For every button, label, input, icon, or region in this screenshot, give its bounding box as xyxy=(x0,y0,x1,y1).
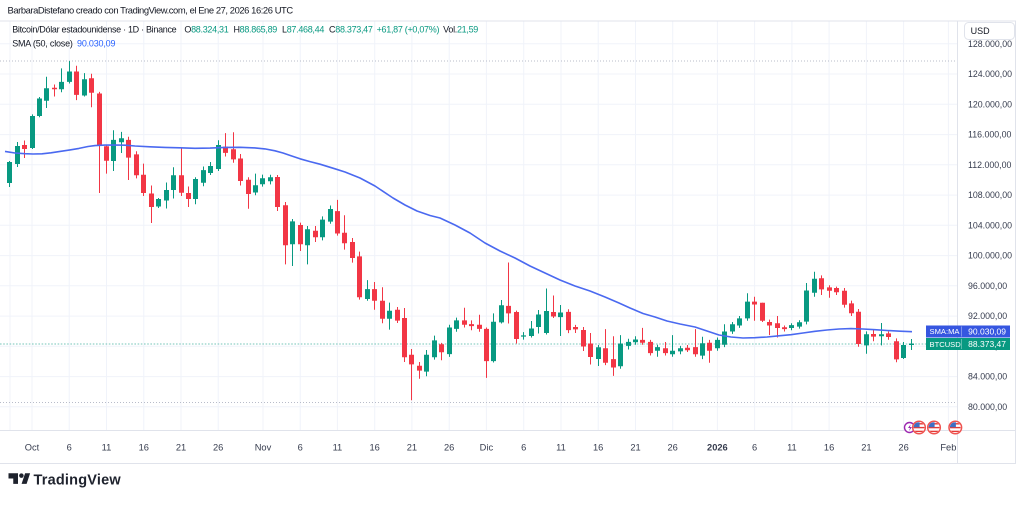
svg-text:90.030,09: 90.030,09 xyxy=(968,327,1006,337)
svg-text:128.000,00: 128.000,00 xyxy=(968,39,1012,49)
svg-text:TradingView: TradingView xyxy=(34,473,122,489)
svg-text:SMA (50, close) 90.030,09: SMA (50, close) 90.030,09 xyxy=(12,39,115,49)
svg-text:16: 16 xyxy=(370,443,380,453)
svg-text:16: 16 xyxy=(139,443,149,453)
svg-text:21: 21 xyxy=(407,443,417,453)
svg-text:26: 26 xyxy=(444,443,454,453)
svg-text:84.000,00: 84.000,00 xyxy=(968,372,1007,382)
svg-text:21: 21 xyxy=(176,443,186,453)
svg-text:6: 6 xyxy=(521,443,526,453)
svg-text:16: 16 xyxy=(593,443,603,453)
svg-text:100.000,00: 100.000,00 xyxy=(968,251,1012,261)
svg-text:104.000,00: 104.000,00 xyxy=(968,220,1012,230)
svg-text:Bitcoin/Dólar estadounidense ·: Bitcoin/Dólar estadounidense · 1D · Bina… xyxy=(12,25,478,35)
svg-text:96.000,00: 96.000,00 xyxy=(968,281,1007,291)
svg-text:11: 11 xyxy=(333,443,343,453)
svg-text:108.000,00: 108.000,00 xyxy=(968,190,1012,200)
svg-text:Dic: Dic xyxy=(480,443,494,453)
svg-text:16: 16 xyxy=(824,443,834,453)
svg-text:21: 21 xyxy=(861,443,871,453)
svg-text:USD: USD xyxy=(971,26,991,36)
svg-text:92.000,00: 92.000,00 xyxy=(968,311,1007,321)
svg-text:11: 11 xyxy=(556,443,566,453)
svg-text:2026: 2026 xyxy=(707,443,728,453)
svg-text:26: 26 xyxy=(213,443,223,453)
svg-text:11: 11 xyxy=(102,443,112,453)
svg-text:21: 21 xyxy=(630,443,640,453)
svg-text:SMA:MA: SMA:MA xyxy=(930,327,961,336)
svg-text:26: 26 xyxy=(668,443,678,453)
svg-text:11: 11 xyxy=(787,443,797,453)
svg-text:112.000,00: 112.000,00 xyxy=(968,160,1011,170)
svg-text:6: 6 xyxy=(752,443,757,453)
svg-text:6: 6 xyxy=(67,443,72,453)
svg-text:Nov: Nov xyxy=(255,443,272,453)
svg-text:BTCUSD: BTCUSD xyxy=(930,340,962,349)
svg-text:124.000,00: 124.000,00 xyxy=(968,69,1012,79)
svg-text:26: 26 xyxy=(898,443,908,453)
svg-text:Feb: Feb xyxy=(940,443,956,453)
svg-text:80.000,00: 80.000,00 xyxy=(968,402,1007,412)
svg-text:120.000,00: 120.000,00 xyxy=(968,99,1012,109)
svg-text:116.000,00: 116.000,00 xyxy=(968,130,1011,140)
svg-text:Oct: Oct xyxy=(25,443,40,453)
svg-text:BarbaraDistefano creado con Tr: BarbaraDistefano creado con TradingView.… xyxy=(8,4,294,15)
svg-text:88.373,47: 88.373,47 xyxy=(968,339,1006,349)
svg-text:6: 6 xyxy=(298,443,303,453)
